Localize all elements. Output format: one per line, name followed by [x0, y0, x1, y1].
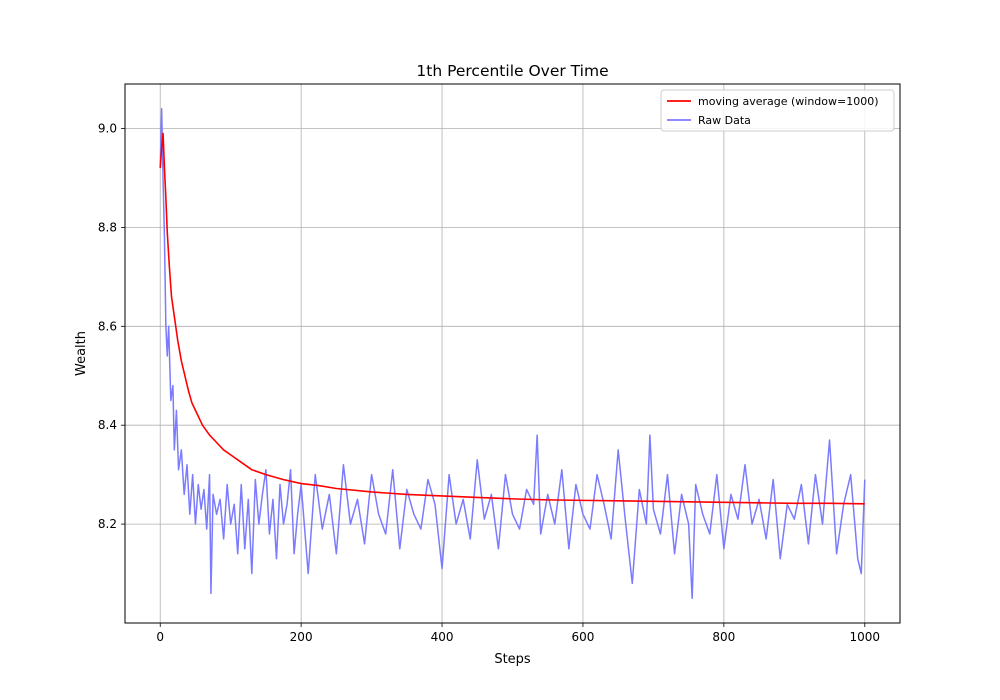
x-tick-label: 600	[572, 630, 595, 644]
legend: moving average (window=1000) Raw Data	[660, 89, 895, 132]
x-axis-label: Steps	[494, 652, 531, 667]
moving-average-line	[159, 132, 865, 505]
x-tick-label: 400	[431, 630, 454, 644]
y-tick-label: 8.4	[98, 418, 117, 432]
y-tick-label: 8.8	[98, 220, 117, 234]
x-tick-label: 800	[712, 630, 735, 644]
plot-frame	[124, 83, 901, 624]
ticks: 0 200 400 600 800 1000 8.2 8.4 8.6 8.8 9.0	[98, 122, 880, 644]
y-tick-label: 8.6	[98, 319, 117, 333]
x-tick-label: 200	[290, 630, 313, 644]
chart-title: 1th Percentile Over Time	[416, 62, 608, 80]
y-tick-label: 8.2	[98, 517, 117, 531]
y-tick-label: 9.0	[98, 122, 117, 136]
x-tick-label: 0	[156, 630, 164, 644]
legend-entry-label: moving average (window=1000)	[698, 95, 879, 108]
raw-data-line	[159, 107, 866, 600]
y-axis-label: Wealth	[74, 331, 89, 376]
x-tick-label: 1000	[849, 630, 880, 644]
legend-box	[660, 89, 895, 132]
legend-entry-label: Raw Data	[698, 114, 751, 127]
plot-series	[159, 107, 866, 600]
